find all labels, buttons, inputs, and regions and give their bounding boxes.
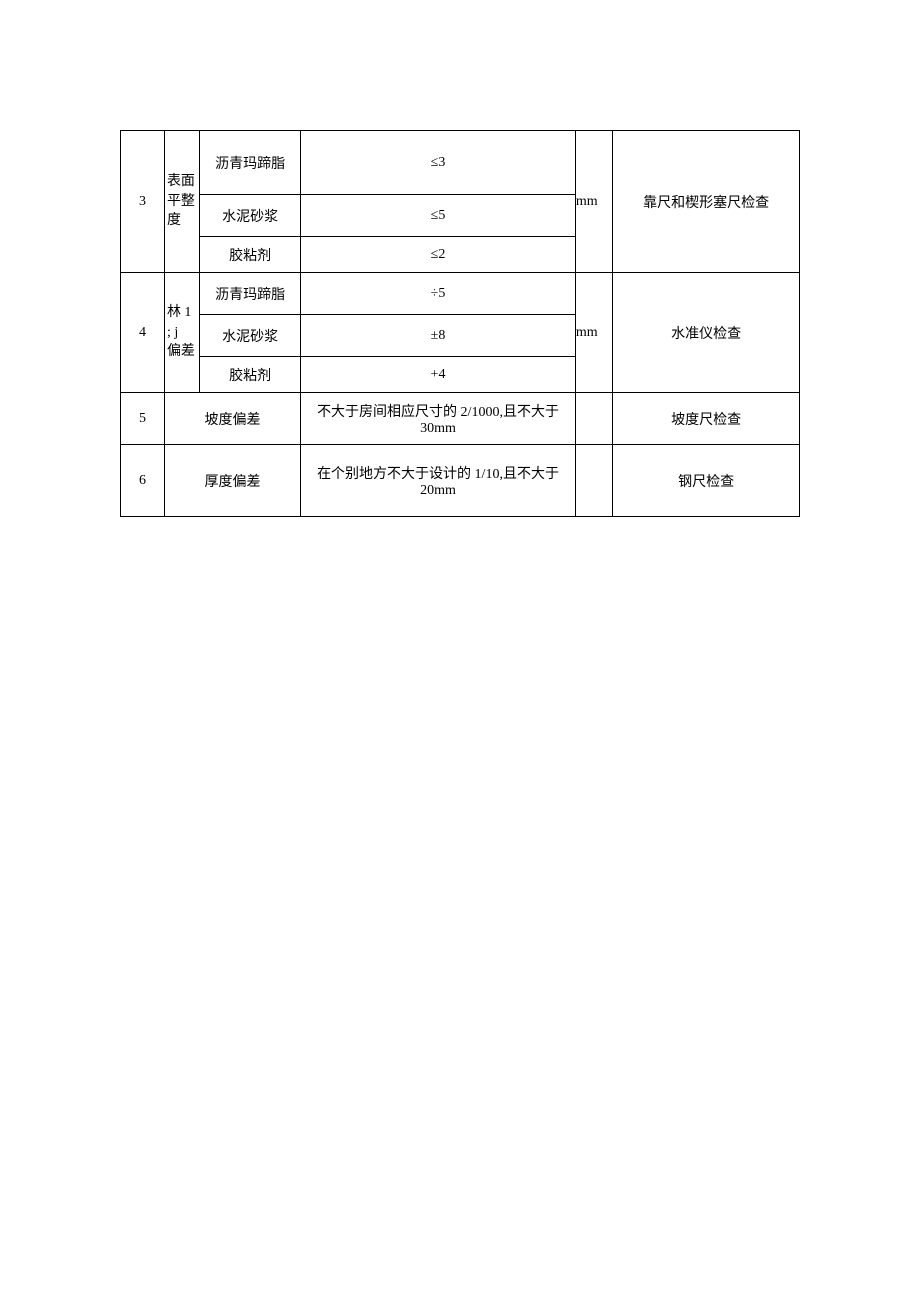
material-cell: 水泥砂浆 — [200, 195, 301, 237]
material-cell: 胶粘剂 — [200, 237, 301, 273]
table-row: 5 坡度偏差 不大于房间相应尺寸的 2/1000,且不大于 30mm 坡度尺检查 — [121, 393, 800, 445]
value-cell: 在个别地方不大于设计的 1/10,且不大于 20mm — [301, 445, 576, 517]
material-cell: 水泥砂浆 — [200, 315, 301, 357]
value-cell: ÷5 — [301, 273, 576, 315]
row-number: 5 — [121, 393, 165, 445]
item-label: 表面平整度 — [164, 131, 199, 273]
unit-cell: mm — [575, 131, 612, 273]
table-row: 6 厚度偏差 在个别地方不大于设计的 1/10,且不大于 20mm 钢尺检查 — [121, 445, 800, 517]
table-row: 4 林 1 ; j 偏差 沥青玛蹄脂 ÷5 mm 水准仪检查 — [121, 273, 800, 315]
method-cell: 坡度尺检查 — [613, 393, 800, 445]
value-cell: ≤3 — [301, 131, 576, 195]
row-number: 6 — [121, 445, 165, 517]
material-cell: 沥青玛蹄脂 — [200, 273, 301, 315]
table-row: 3 表面平整度 沥青玛蹄脂 ≤3 mm 靠尺和楔形塞尺检查 — [121, 131, 800, 195]
method-cell: 靠尺和楔形塞尺检查 — [613, 131, 800, 273]
material-cell: 胶粘剂 — [200, 357, 301, 393]
row-number: 3 — [121, 131, 165, 273]
item-label: 林 1 ; j 偏差 — [164, 273, 199, 393]
specification-table: 3 表面平整度 沥青玛蹄脂 ≤3 mm 靠尺和楔形塞尺检查 水泥砂浆 ≤5 胶粘… — [120, 130, 800, 517]
method-cell: 钢尺检查 — [613, 445, 800, 517]
unit-cell — [575, 445, 612, 517]
item-label: 厚度偏差 — [164, 445, 300, 517]
value-cell: ±8 — [301, 315, 576, 357]
unit-cell: mm — [575, 273, 612, 393]
value-cell: ≤2 — [301, 237, 576, 273]
unit-cell — [575, 393, 612, 445]
method-cell: 水准仪检查 — [613, 273, 800, 393]
value-cell: 不大于房间相应尺寸的 2/1000,且不大于 30mm — [301, 393, 576, 445]
material-cell: 沥青玛蹄脂 — [200, 131, 301, 195]
value-cell: ≤5 — [301, 195, 576, 237]
value-cell: +4 — [301, 357, 576, 393]
item-label: 坡度偏差 — [164, 393, 300, 445]
row-number: 4 — [121, 273, 165, 393]
